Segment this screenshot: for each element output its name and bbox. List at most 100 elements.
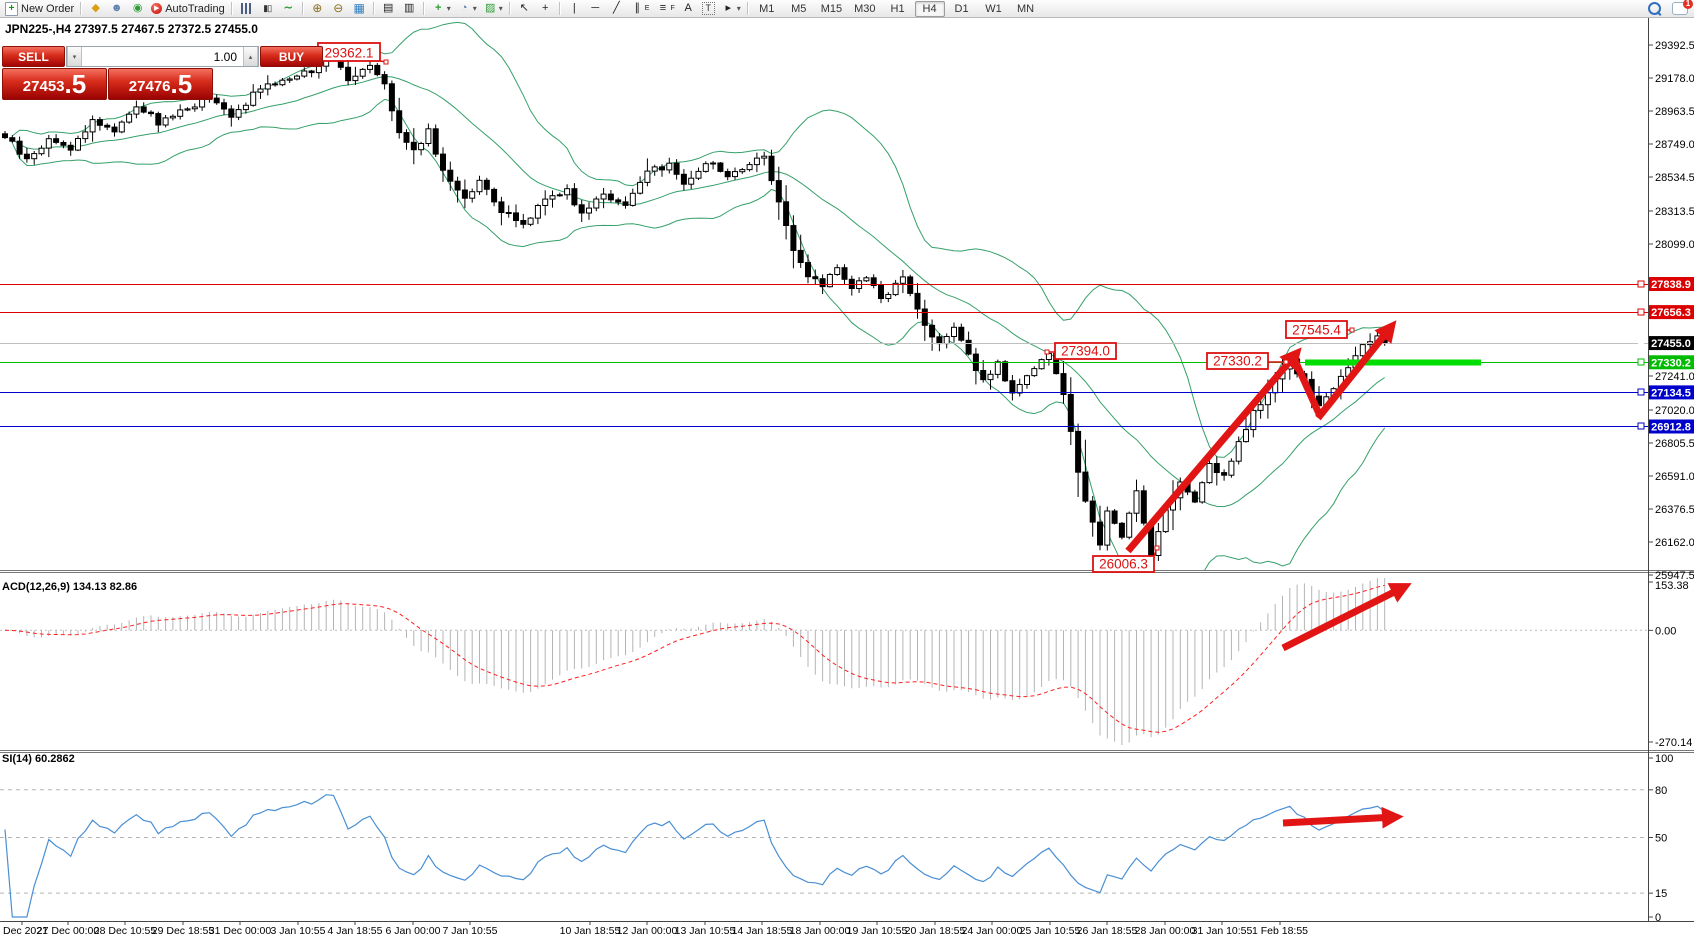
annotation-box[interactable] [1285, 320, 1348, 339]
candle-body [23, 153, 30, 160]
vertical-line-tool-button[interactable]: | [564, 1, 585, 17]
level-line-anchor-square[interactable] [1637, 308, 1645, 316]
candle-body [790, 225, 797, 252]
time-tick-label: 7 Jan 10:55 [443, 925, 498, 937]
line-chart-button[interactable]: ∼ [278, 1, 299, 17]
buy-price[interactable]: 27476.5 [108, 68, 213, 100]
community-button[interactable]: ☻ [106, 1, 127, 17]
trendline-tool-button[interactable]: ╱ [606, 1, 627, 17]
candlestick-chart-button[interactable]: ▮▯ [257, 1, 278, 17]
cursor-tool-button[interactable]: ↖ [514, 1, 535, 17]
candle-body [75, 138, 81, 151]
new-order-button[interactable]: + New Order [2, 1, 77, 17]
signals-button[interactable]: ◉ [127, 1, 148, 17]
profile-icon: ☻ [110, 2, 123, 14]
candle-body [1031, 368, 1038, 377]
bar-chart-button[interactable] [236, 1, 257, 17]
lot-size-input[interactable] [82, 47, 243, 66]
candle-body [45, 138, 52, 149]
text-tool-button[interactable]: A [678, 1, 699, 17]
level-line-anchor-square[interactable] [1637, 388, 1645, 396]
trend-arrow[interactable] [1315, 320, 1397, 421]
arrows-tool-button[interactable]: ▸ ▾ [718, 1, 744, 17]
price-badge-label: 27656.3 [1651, 307, 1691, 319]
candle-body [60, 142, 67, 146]
lot-decrease-button[interactable]: ▾ [67, 47, 82, 66]
toolbar-separator [301, 2, 304, 15]
signal-icon: ◉ [132, 2, 143, 14]
box-button[interactable]: ◆ [85, 1, 106, 17]
timeframe-W1[interactable]: W1 [985, 2, 1002, 15]
toolbar-right-group: 1 [1645, 0, 1693, 17]
autotrading-button[interactable]: ▶ AutoTrading [148, 1, 228, 17]
candle-body [440, 153, 446, 171]
highlight-segment[interactable] [1305, 359, 1481, 366]
fibonacci-tool-button[interactable]: ≡ F [652, 1, 677, 17]
timeframe-MN[interactable]: MN [1016, 2, 1035, 15]
annotation-label: 27330.2 [1213, 354, 1262, 369]
tile-windows-button[interactable]: ▦ [349, 1, 370, 17]
arrows-tool-icon: ▸ [725, 2, 731, 14]
sell-price[interactable]: 27453.5 [2, 68, 107, 100]
periods-button[interactable]: ◔ ▾ [454, 1, 480, 17]
candle-body [418, 143, 425, 151]
chat-button[interactable]: 1 [1672, 0, 1693, 15]
buy-button[interactable]: BUY [260, 46, 323, 67]
text-label-tool-button[interactable]: T [699, 1, 718, 17]
indicators-button[interactable]: + ▾ [428, 1, 454, 17]
trend-arrow[interactable] [1289, 354, 1324, 418]
candle-body [549, 195, 556, 200]
chevron-down-icon: ▾ [446, 4, 451, 13]
lot-increase-button[interactable]: ▴ [243, 47, 258, 66]
toolbar-separator [372, 2, 375, 15]
sell-button[interactable]: SELL [2, 46, 65, 67]
annotation-box[interactable] [1054, 342, 1117, 360]
buy-label: BUY [278, 50, 305, 64]
horizontal-line-tool-button[interactable]: ─ [585, 1, 606, 17]
candle-body [9, 137, 16, 142]
timeframe-M1[interactable]: M1 [759, 2, 775, 15]
level-line-anchor-square[interactable] [1637, 280, 1645, 288]
candle-body [1104, 510, 1111, 546]
time-tick-label: 13 Jan 10:55 [675, 925, 736, 937]
candle-body [264, 83, 271, 90]
candle-body [1075, 430, 1082, 473]
timeframe-M5[interactable]: M5 [791, 2, 807, 15]
candle-body [980, 370, 987, 381]
candle-body [695, 170, 702, 179]
macd-trend-arrow[interactable] [1281, 583, 1412, 652]
timeframe-group: M1 M5 M15 M30 H1 H4 D1 W1 MN [752, 0, 1041, 17]
candle-body [1082, 471, 1089, 502]
annotation-box[interactable] [1092, 555, 1155, 573]
candle-body [958, 326, 965, 341]
toolbar-separator [230, 2, 233, 15]
timeframe-M30[interactable]: M30 [854, 2, 876, 15]
rsi-trend-arrow[interactable] [1282, 806, 1404, 829]
channel-tool-button[interactable]: ∥ E [627, 1, 653, 17]
annotation-box[interactable] [1206, 352, 1269, 370]
timeframe-H4[interactable]: H4 [914, 0, 945, 17]
time-tick-label: 14 Jan 18:55 [732, 925, 793, 937]
price-tick-label: 25947.5 [1655, 570, 1694, 582]
candle-body [899, 276, 906, 284]
candle-body [1221, 472, 1228, 476]
track-chart-button[interactable]: ▥ [399, 1, 420, 17]
level-line-anchor-square[interactable] [1637, 358, 1645, 366]
candle-body [169, 115, 176, 119]
candle-body [469, 191, 476, 199]
timeframe-D1[interactable]: D1 [954, 2, 969, 15]
templates-button[interactable]: ▨ ▾ [480, 1, 506, 17]
search-button[interactable] [1645, 1, 1664, 17]
price-tick-label: 26805.5 [1655, 438, 1694, 450]
level-line-anchor-square[interactable] [1637, 422, 1645, 430]
timeframe-M15[interactable]: M15 [820, 2, 843, 15]
crosshair-tool-button[interactable]: + [535, 1, 556, 17]
zoom-out-button[interactable]: ⊖ [328, 1, 349, 17]
price-tick-label: 27241.0 [1655, 371, 1694, 383]
auto-arrange-button[interactable]: ▤ [378, 1, 399, 17]
candle-body [600, 193, 607, 200]
chart-plot-area[interactable] [0, 18, 1647, 922]
trend-arrow[interactable] [1125, 347, 1302, 554]
timeframe-H1[interactable]: H1 [890, 2, 905, 15]
zoom-in-button[interactable]: ⊕ [307, 1, 328, 17]
